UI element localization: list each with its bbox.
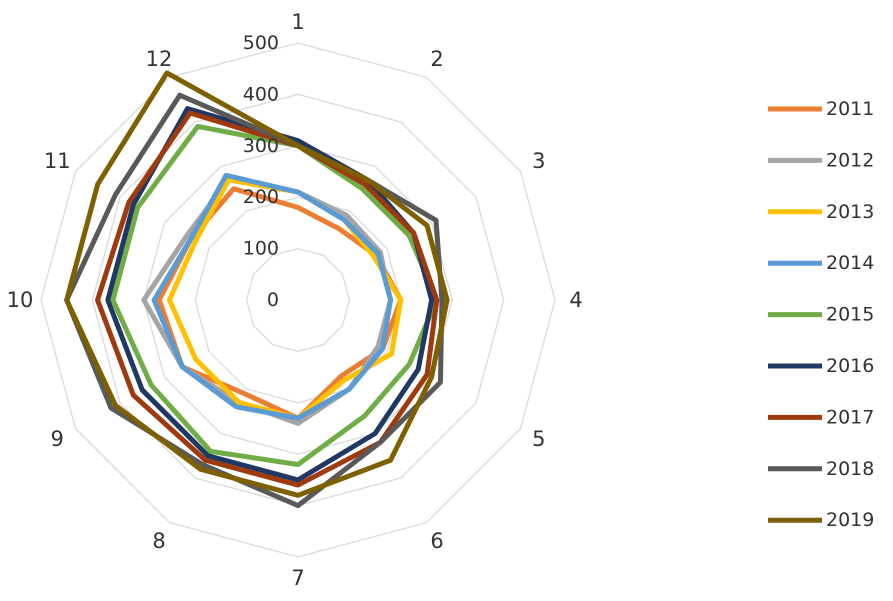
tick-label: 400 bbox=[243, 83, 279, 105]
grid-ring bbox=[40, 42, 556, 558]
tick-label: 500 bbox=[243, 32, 279, 54]
legend-item: 2015 bbox=[768, 304, 874, 326]
series-line-2015 bbox=[110, 123, 440, 467]
category-label: 11 bbox=[44, 149, 71, 173]
series-line-2014 bbox=[151, 172, 394, 421]
legend-item: 2012 bbox=[768, 149, 874, 171]
legend-label: 2015 bbox=[826, 304, 874, 326]
series-lines bbox=[64, 70, 450, 509]
category-label: 7 bbox=[291, 566, 304, 590]
legend-item: 2016 bbox=[768, 355, 874, 377]
series-line-2019 bbox=[64, 70, 450, 498]
legend-label: 2019 bbox=[826, 509, 874, 531]
legend-label: 2011 bbox=[826, 98, 874, 120]
category-label: 2 bbox=[430, 47, 443, 71]
series-line-2018 bbox=[64, 92, 445, 509]
category-label: 8 bbox=[152, 529, 165, 553]
legend-label: 2017 bbox=[826, 406, 874, 428]
legend-item: 2018 bbox=[768, 458, 874, 480]
category-label: 3 bbox=[532, 149, 545, 173]
legend-item: 2011 bbox=[768, 98, 874, 120]
category-label: 4 bbox=[569, 288, 582, 312]
legend-label: 2012 bbox=[826, 149, 874, 171]
legend-label: 2013 bbox=[826, 201, 874, 223]
category-label: 10 bbox=[7, 288, 34, 312]
category-label: 5 bbox=[532, 427, 545, 451]
tick-label: 200 bbox=[243, 186, 279, 208]
legend-label: 2018 bbox=[826, 458, 874, 480]
category-label: 1 bbox=[291, 10, 304, 34]
legend-item: 2017 bbox=[768, 406, 874, 428]
legend-label: 2016 bbox=[826, 355, 874, 377]
series-line-2017 bbox=[95, 110, 440, 488]
series-line-2012 bbox=[141, 177, 394, 426]
legend-item: 2019 bbox=[768, 509, 874, 531]
tick-label: 300 bbox=[243, 135, 279, 157]
legend-item: 2014 bbox=[768, 252, 874, 274]
grid-ring bbox=[143, 145, 453, 455]
legend: 2011 2012 2013 2014 2015 2016 2017 2018 2019 bbox=[768, 98, 874, 531]
legend-label: 2014 bbox=[826, 252, 874, 274]
category-label: 6 bbox=[430, 529, 443, 553]
grid-ring bbox=[194, 196, 402, 404]
radial-axis-ticks: 0 100 200 300 400 500 bbox=[243, 32, 279, 311]
grid-ring bbox=[245, 247, 351, 353]
tick-label: 0 bbox=[267, 289, 279, 311]
category-label: 12 bbox=[146, 47, 173, 71]
category-label: 9 bbox=[51, 427, 64, 451]
legend-item: 2013 bbox=[768, 201, 874, 223]
tick-label: 100 bbox=[243, 238, 279, 260]
